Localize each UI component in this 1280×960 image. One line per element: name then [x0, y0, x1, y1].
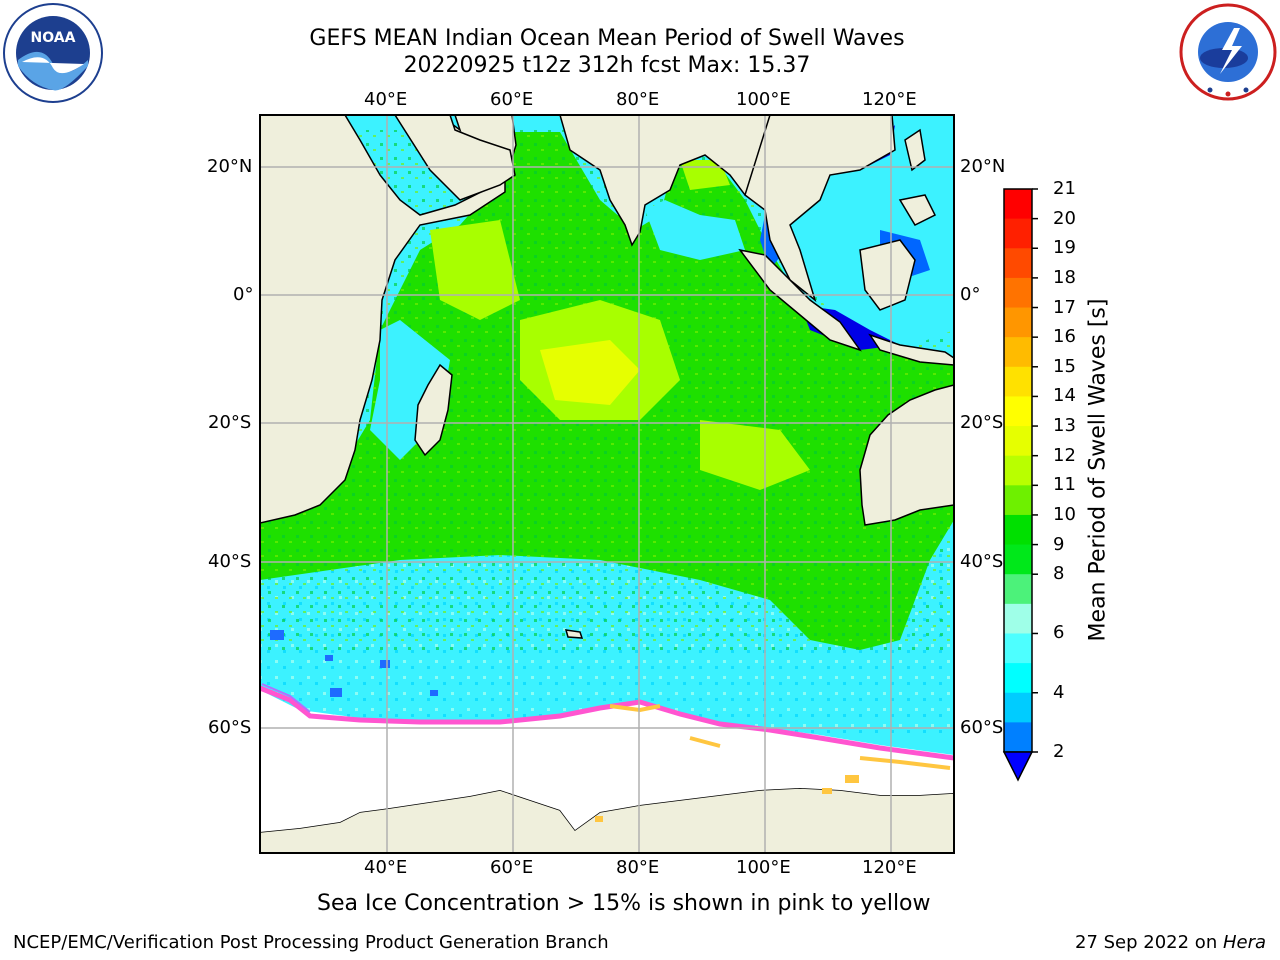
lat-label-right-0: 0°: [960, 284, 981, 305]
colorbar-segment: [1004, 396, 1032, 427]
colorbar-tick-label: 12: [1053, 444, 1076, 466]
colorbar-segment: [1004, 544, 1032, 575]
colorbar-extend-triangle: [1002, 751, 1034, 782]
land-australia: [859, 384, 954, 526]
colorbar-tick-label: 8: [1053, 563, 1065, 585]
land-southeast-asia: [744, 115, 896, 303]
lon-label-bottom-100E: 100°E: [736, 857, 791, 878]
lon-label-top-120E: 120°E: [862, 89, 917, 110]
land: [260, 115, 954, 853]
colorbar-tick-label: 10: [1053, 503, 1076, 525]
lat-label-right-20N: 20°N: [960, 156, 1006, 177]
footer-date: 27 Sep 2022 on Hera: [1075, 932, 1266, 953]
colorbar-tick-label: 20: [1053, 207, 1076, 229]
swell-zone-yellow: [540, 340, 640, 405]
sea-ice-area: [260, 690, 954, 832]
colorbar-segment: [1004, 366, 1032, 397]
lon-label-bottom-40E: 40°E: [364, 857, 408, 878]
lat-label-left-60S: 60°S: [208, 717, 252, 738]
colorbar-segment: [1004, 218, 1032, 249]
colorbar-tick-label: 2: [1053, 741, 1065, 762]
lat-label-right-60S: 60°S: [960, 717, 1004, 738]
colorbar-tick-label: 15: [1053, 355, 1076, 377]
lat-label-right-20S: 20°S: [960, 412, 1004, 433]
sea-ice-edge-pink: [260, 685, 954, 761]
colorbar-segment: [1004, 722, 1032, 753]
colorbar-tick-label: 6: [1053, 622, 1065, 644]
colorbar-segment: [1004, 455, 1032, 486]
lon-label-bottom-80E: 80°E: [616, 857, 660, 878]
colorbar-graphic: [1004, 189, 1032, 753]
colorbar-tick-label: 9: [1053, 533, 1065, 555]
colorbar-tick-label: 19: [1053, 237, 1076, 259]
lon-label-top-60E: 60°E: [490, 89, 534, 110]
colorbar-tick-label: 21: [1053, 178, 1076, 199]
colorbar-segment: [1004, 514, 1032, 546]
colorbar-tick-label: 13: [1053, 415, 1076, 437]
nws-logo: [1179, 3, 1277, 101]
lat-label-left-20S: 20°S: [208, 412, 252, 433]
colorbar-label: Mean Period of Swell Waves [s]: [1085, 298, 1111, 642]
land-sumatra: [738, 248, 862, 352]
colorbar-segment: [1004, 633, 1032, 664]
footer-credit: NCEP/EMC/Verification Post Processing Pr…: [13, 932, 609, 953]
colorbar-segment: [1004, 307, 1032, 338]
colorbar-segment: [1004, 277, 1032, 309]
colorbar-tick-label: 18: [1053, 266, 1076, 288]
lat-label-left-0: 0°: [233, 284, 254, 305]
footer-machine: Hera: [1222, 932, 1266, 953]
sea-ice-edge-yellow: [609, 704, 951, 770]
colorbar-segment: [1004, 603, 1032, 634]
colorbar-tick-label: 17: [1053, 296, 1076, 318]
colorbar-tick-label: 11: [1053, 474, 1076, 496]
colorbar-segment: [1004, 692, 1032, 723]
noaa-logo-text: NOAA: [31, 30, 76, 46]
sea-ice-note: Sea Ice Concentration > 15% is shown in …: [317, 891, 931, 916]
colorbar-segment: [1004, 485, 1032, 516]
land-africa: [260, 115, 506, 524]
land-kerguelen: [564, 629, 584, 639]
land-borneo: [859, 239, 916, 311]
lat-label-left-20N: 20°N: [207, 156, 253, 177]
lon-label-top-100E: 100°E: [736, 89, 791, 110]
lon-label-bottom-120E: 120°E: [862, 857, 917, 878]
lat-label-left-40S: 40°S: [208, 551, 252, 572]
lat-label-right-40S: 40°S: [960, 551, 1004, 572]
colorbar-tick-label: 14: [1053, 385, 1076, 407]
footer-date-text: 27 Sep 2022 on: [1075, 932, 1223, 953]
colorbar-segment: [1004, 663, 1032, 694]
colorbar-tick-label: 16: [1053, 326, 1076, 348]
map-plot-area: [260, 115, 954, 853]
colorbar-segment: [1004, 337, 1032, 368]
colorbar-segment: [1004, 248, 1032, 279]
colorbar-tick-label: 4: [1053, 681, 1065, 703]
graticule: [260, 115, 954, 853]
colorbar-segment: [1004, 189, 1032, 220]
noaa-logo: NOAA: [3, 3, 103, 103]
lon-label-bottom-60E: 60°E: [490, 857, 534, 878]
chart-subtitle: 20220925 t12z 312h fcst Max: 15.37: [403, 53, 811, 78]
lon-label-top-80E: 80°E: [616, 89, 660, 110]
chart-title: GEFS MEAN Indian Ocean Mean Period of Sw…: [309, 26, 905, 51]
colorbar-segment: [1004, 426, 1032, 457]
land-madagascar: [414, 363, 453, 457]
lon-label-top-40E: 40°E: [364, 89, 408, 110]
map-frame: [259, 114, 955, 854]
colorbar-segment: [1004, 574, 1032, 605]
